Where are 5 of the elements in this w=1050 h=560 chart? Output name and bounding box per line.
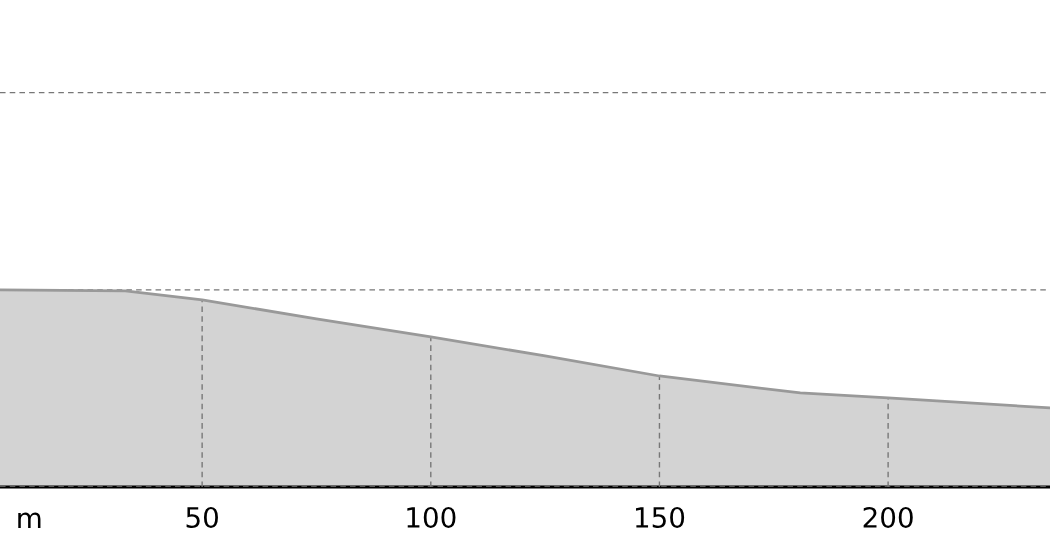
x-tick-label: 150 xyxy=(635,506,685,528)
x-axis-title: m xyxy=(18,512,41,529)
x-tick-label: 50 xyxy=(186,506,218,528)
x-tick-label: 200 xyxy=(863,506,913,528)
x-tick-label: 100 xyxy=(407,506,456,528)
